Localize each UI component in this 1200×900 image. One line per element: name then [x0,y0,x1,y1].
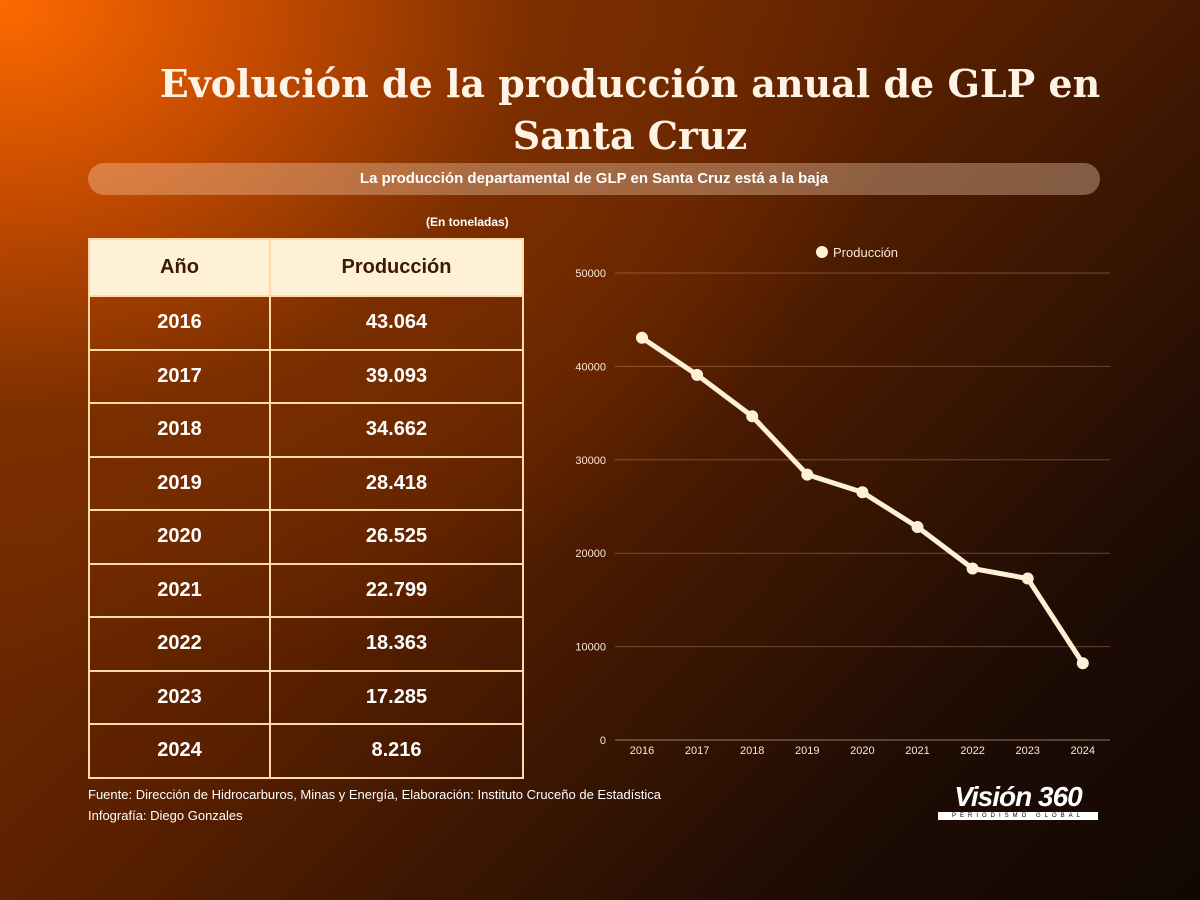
source-text: Fuente: Dirección de Hidrocarburos, Mina… [88,787,662,802]
logo: Visión 360 PERIODISMO GLOBAL [938,782,1098,820]
table-row: 2018 34.662 [88,402,524,458]
table-row: 2022 18.363 [88,616,524,672]
data-point [691,368,704,381]
year-cell: 2021 [88,562,271,618]
header-production: Producción [269,238,524,297]
y-tick-label: 20000 [575,548,606,560]
footer: Fuente: Dirección de Hidrocarburos, Mina… [88,784,661,826]
year-cell: 2023 [88,669,271,725]
production-cell: 28.418 [269,455,524,511]
data-point [746,410,759,423]
production-table: Año Producción 2016 43.064 2017 39.093 2018 3… [88,238,524,779]
units-note: (En toneladas) [426,215,509,229]
table-row: 2016 43.064 [88,295,524,351]
data-point [1076,657,1089,670]
credit-text: Infografía: Diego Gonzales [88,808,243,823]
table-row: 2020 26.525 [88,509,524,565]
year-cell: 2019 [88,455,271,511]
x-tick-label: 2022 [960,745,984,757]
table-row: 2023 17.285 [88,669,524,725]
year-cell: 2020 [88,509,271,565]
logo-name: Visión 360 [954,781,1082,812]
header-year: Año [88,238,271,297]
legend-marker [816,246,828,258]
year-cell: 2022 [88,616,271,672]
line-chart: 0 10000 20000 30000 40000 50000 2016 2017 2018 20… [575,245,1110,757]
y-tick-label: 0 [600,735,606,747]
data-point [856,486,869,499]
series-line [640,335,1085,665]
year-cell: 2016 [88,295,271,351]
production-cell: 26.525 [269,509,524,565]
table-row: 2019 28.418 [88,455,524,511]
data-point [911,521,924,534]
page-title: Evolución de la producción anual de GLP … [159,61,1101,158]
data-point [636,331,648,344]
x-tick-label: 2016 [630,745,654,757]
production-cell: 43.064 [269,295,524,351]
y-tick-label: 40000 [575,361,606,373]
data-point [966,562,979,575]
production-cell: 17.285 [269,669,524,725]
data-point [801,468,814,481]
data-point [1021,572,1034,585]
y-tick-label: 50000 [575,268,606,280]
x-tick-label: 2021 [905,745,929,757]
year-cell: 2018 [88,402,271,458]
y-tick-label: 30000 [575,455,606,467]
x-tick-label: 2024 [1071,745,1095,757]
table-row: 2021 22.799 [88,562,524,618]
year-cell: 2024 [88,723,271,779]
logo-tagline: PERIODISMO GLOBAL [938,812,1098,820]
production-cell: 18.363 [269,616,524,672]
production-cell: 8.216 [269,723,524,779]
production-cell: 39.093 [269,348,524,404]
x-tick-label: 2023 [1015,745,1039,757]
x-tick-label: 2020 [850,745,874,757]
subtitle-banner: La producción departamental de GLP en Sa… [88,163,1100,195]
production-cell: 22.799 [269,562,524,618]
table-row: 2017 39.093 [88,348,524,404]
production-cell: 34.662 [269,402,524,458]
x-tick-label: 2018 [740,745,764,757]
x-tick-label: 2017 [685,745,709,757]
legend-label: Producción [833,245,898,260]
table-row: 2024 8.216 [88,723,524,779]
year-cell: 2017 [88,348,271,404]
y-tick-label: 10000 [575,642,606,654]
x-tick-label: 2019 [795,745,819,757]
